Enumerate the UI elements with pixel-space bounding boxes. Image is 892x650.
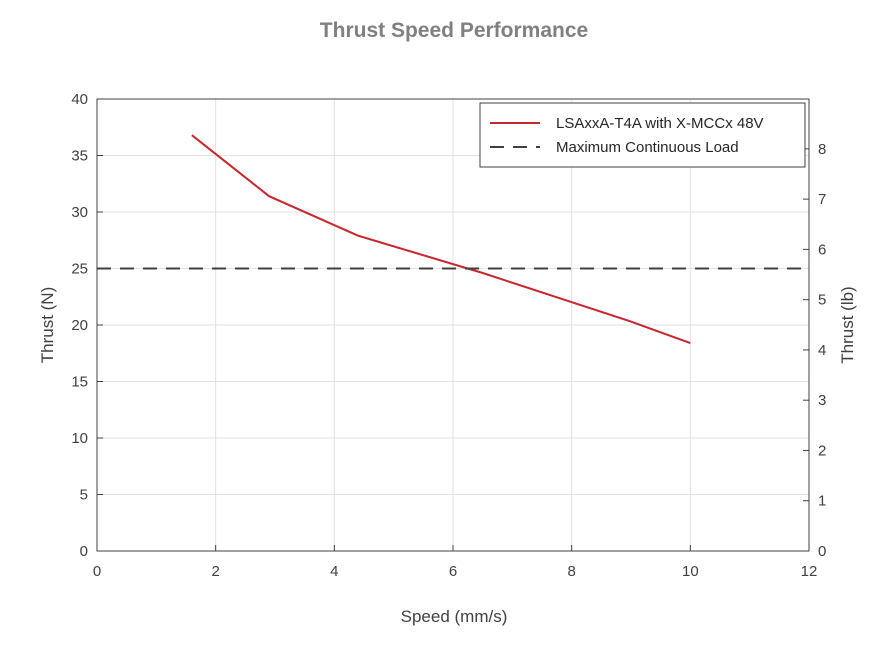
x-tick-label: 10 — [682, 563, 699, 580]
y2-tick-label: 3 — [818, 392, 826, 409]
x-tick-label: 12 — [801, 563, 818, 580]
y-tick-label: 15 — [71, 374, 88, 391]
y2-tick-label: 2 — [818, 442, 826, 459]
y2-tick-label: 6 — [818, 241, 826, 258]
legend-label-thrust: LSAxxA-T4A with X-MCCx 48V — [556, 115, 764, 132]
y-tick-label: 0 — [80, 543, 88, 560]
y-tick-label: 10 — [71, 430, 88, 447]
y-tick-label: 5 — [80, 487, 88, 504]
y-tick-label: 35 — [71, 148, 88, 165]
y-tick-label: 30 — [71, 204, 88, 221]
y-axis-label: Thrust (N) — [38, 287, 57, 364]
y2-tick-label: 1 — [818, 493, 826, 510]
x-axis-label: Speed (mm/s) — [401, 607, 508, 626]
series-layer — [97, 134, 809, 345]
x-tick-label: 8 — [567, 563, 575, 580]
y-tick-label: 40 — [71, 91, 88, 108]
x-tick-label: 2 — [211, 563, 219, 580]
y2-tick-label: 5 — [818, 292, 826, 309]
x-tick-label: 0 — [93, 563, 101, 580]
y2-tick-label: 4 — [818, 342, 826, 359]
legend: LSAxxA-T4A with X-MCCx 48V Maximum Conti… — [479, 102, 806, 168]
y2-axis-label: Thrust (lb) — [838, 286, 857, 363]
legend-label-max-load: Maximum Continuous Load — [556, 139, 739, 156]
y-tick-label: 25 — [71, 261, 88, 278]
legend-box — [479, 102, 806, 168]
y-tick-label: 20 — [71, 317, 88, 334]
y2-tick-label: 8 — [818, 141, 826, 158]
x-tick-label: 6 — [449, 563, 457, 580]
y2-tick-label: 0 — [818, 543, 826, 560]
series-line-thrust — [191, 134, 691, 345]
chart-title: Thrust Speed Performance — [320, 19, 588, 42]
y2-tick-label: 7 — [818, 191, 826, 208]
x-tick-label: 4 — [330, 563, 338, 580]
